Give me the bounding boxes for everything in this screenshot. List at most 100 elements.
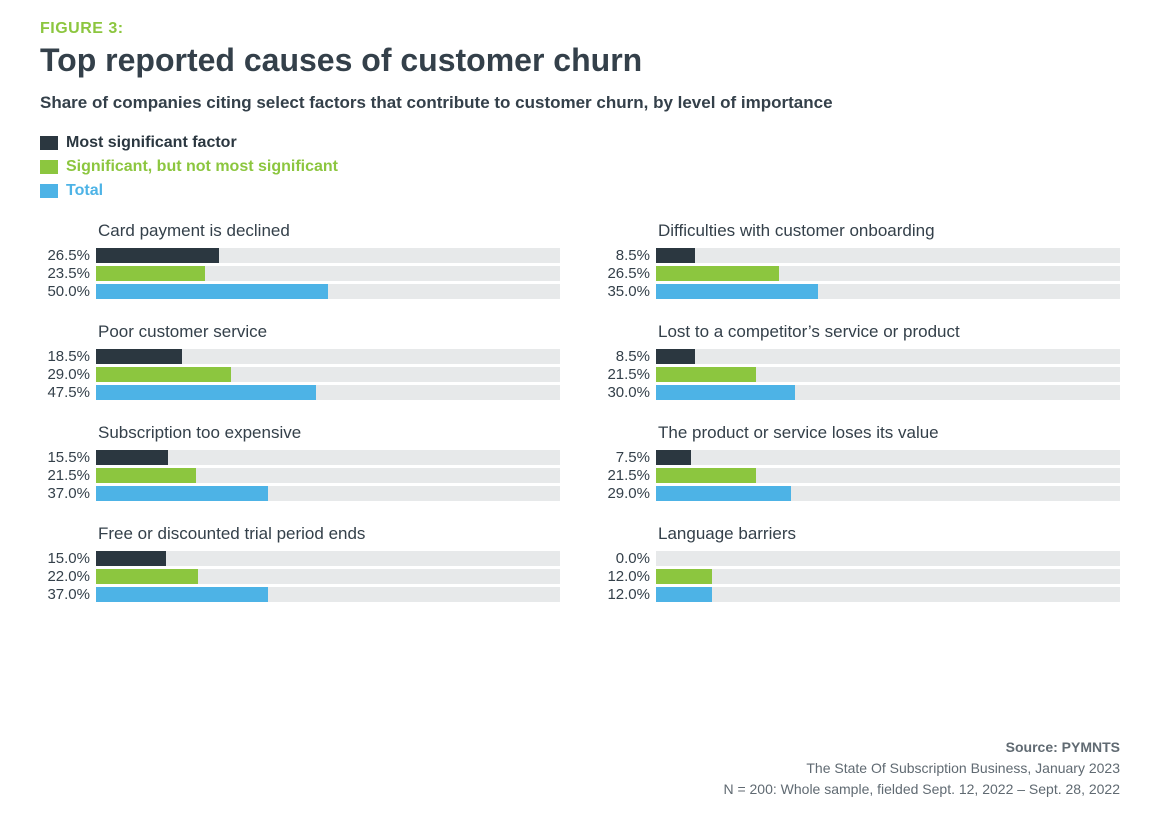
bar-fill: [96, 284, 328, 299]
bar-track: [656, 468, 1120, 483]
source-line-2: The State Of Subscription Business, Janu…: [723, 758, 1120, 779]
pct-label: 37.0%: [40, 485, 96, 502]
pct-label: 12.0%: [600, 586, 656, 603]
bar-group: Lost to a competitor’s service or produc…: [600, 322, 1120, 401]
legend-label: Total: [66, 179, 103, 203]
bar-row: 7.5%: [600, 449, 1120, 466]
bar-fill: [656, 385, 795, 400]
bar-row: 8.5%: [600, 247, 1120, 264]
pct-label: 37.0%: [40, 586, 96, 603]
bar-fill: [96, 266, 205, 281]
bar-fill: [656, 266, 779, 281]
bar-row: 18.5%: [40, 348, 560, 365]
bar-group: Free or discounted trial period ends15.0…: [40, 524, 560, 603]
right-column: Difficulties with customer onboarding8.5…: [600, 221, 1120, 625]
chart-columns: Card payment is declined26.5%23.5%50.0% P…: [40, 221, 1120, 625]
bar-track: [656, 349, 1120, 364]
bar-group: Difficulties with customer onboarding8.5…: [600, 221, 1120, 300]
bar-row: 37.0%: [40, 586, 560, 603]
bar-track: [656, 367, 1120, 382]
bar-row: 26.5%: [40, 247, 560, 264]
bar-track: [96, 284, 560, 299]
pct-label: 35.0%: [600, 283, 656, 300]
bar-row: 35.0%: [600, 283, 1120, 300]
pct-label: 15.0%: [40, 550, 96, 567]
bar-track: [656, 450, 1120, 465]
bar-fill: [96, 486, 268, 501]
bar-row: 12.0%: [600, 568, 1120, 585]
bar-track: [96, 385, 560, 400]
bar-fill: [96, 569, 198, 584]
bar-row: 22.0%: [40, 568, 560, 585]
bar-fill: [656, 468, 756, 483]
bar-track: [656, 551, 1120, 566]
chart-title: Top reported causes of customer churn: [40, 42, 1120, 79]
source-line-1: Source: PYMNTS: [723, 737, 1120, 758]
bar-fill: [656, 349, 695, 364]
bar-fill: [656, 569, 712, 584]
bar-row: 29.0%: [600, 485, 1120, 502]
bar-group: Card payment is declined26.5%23.5%50.0%: [40, 221, 560, 300]
legend: Most significant factorSignificant, but …: [40, 131, 1120, 203]
bar-row: 12.0%: [600, 586, 1120, 603]
bar-row: 21.5%: [40, 467, 560, 484]
pct-label: 30.0%: [600, 384, 656, 401]
bar-track: [96, 468, 560, 483]
bar-fill: [96, 385, 316, 400]
bar-fill: [656, 284, 818, 299]
pct-label: 26.5%: [600, 265, 656, 282]
bar-fill: [656, 450, 691, 465]
figure-label: FIGURE 3:: [40, 20, 1120, 38]
source-line-3: N = 200: Whole sample, fielded Sept. 12,…: [723, 779, 1120, 800]
legend-item: Total: [40, 179, 1120, 203]
bar-track: [96, 248, 560, 263]
group-title: Poor customer service: [98, 322, 560, 342]
bar-track: [656, 385, 1120, 400]
bar-fill: [656, 367, 756, 382]
group-title: Card payment is declined: [98, 221, 560, 241]
bar-group: Language barriers0.0%12.0%12.0%: [600, 524, 1120, 603]
bar-track: [96, 587, 560, 602]
bar-track: [96, 450, 560, 465]
bar-row: 15.5%: [40, 449, 560, 466]
bar-fill: [656, 486, 791, 501]
bar-fill: [96, 587, 268, 602]
bar-fill: [96, 468, 196, 483]
bar-group: The product or service loses its value 7.…: [600, 423, 1120, 502]
bar-row: 15.0%: [40, 550, 560, 567]
bar-track: [96, 551, 560, 566]
pct-label: 15.5%: [40, 449, 96, 466]
pct-label: 21.5%: [40, 467, 96, 484]
pct-label: 26.5%: [40, 247, 96, 264]
legend-swatch: [40, 136, 58, 150]
bar-fill: [96, 349, 182, 364]
bar-row: 37.0%: [40, 485, 560, 502]
pct-label: 21.5%: [600, 467, 656, 484]
legend-label: Most significant factor: [66, 131, 237, 155]
bar-row: 50.0%: [40, 283, 560, 300]
bar-track: [656, 248, 1120, 263]
bar-track: [656, 569, 1120, 584]
pct-label: 8.5%: [600, 348, 656, 365]
bar-group: Poor customer service18.5%29.0%47.5%: [40, 322, 560, 401]
bar-track: [656, 486, 1120, 501]
bar-row: 21.5%: [600, 366, 1120, 383]
legend-item: Significant, but not most significant: [40, 155, 1120, 179]
pct-label: 50.0%: [40, 283, 96, 300]
bar-fill: [96, 248, 219, 263]
pct-label: 47.5%: [40, 384, 96, 401]
pct-label: 8.5%: [600, 247, 656, 264]
bar-track: [96, 367, 560, 382]
chart-subtitle: Share of companies citing select factors…: [40, 93, 1120, 113]
bar-fill: [656, 248, 695, 263]
pct-label: 18.5%: [40, 348, 96, 365]
bar-row: 30.0%: [600, 384, 1120, 401]
bar-fill: [656, 587, 712, 602]
bar-row: 26.5%: [600, 265, 1120, 282]
bar-track: [656, 284, 1120, 299]
pct-label: 21.5%: [600, 366, 656, 383]
bar-group: Subscription too expensive15.5%21.5%37.0…: [40, 423, 560, 502]
pct-label: 29.0%: [600, 485, 656, 502]
bar-fill: [96, 450, 168, 465]
group-title: The product or service loses its value: [658, 423, 1120, 443]
